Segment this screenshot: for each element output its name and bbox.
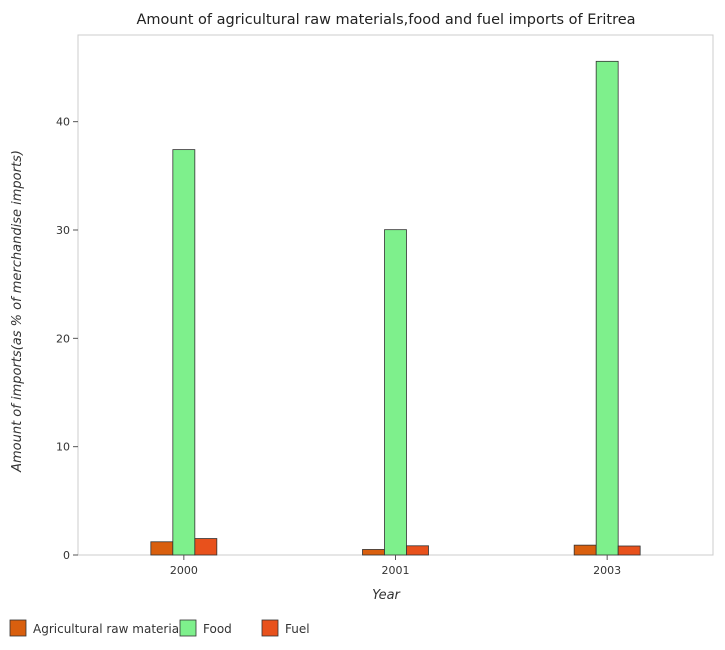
bar-fuel-2003 [617,545,641,556]
plot-area: 0 10 20 30 40 2000 2001 2003 [56,34,714,577]
bar-agricultural-raw-materials-2001 [362,549,385,556]
legend-label: Agricultural raw materials [33,622,189,636]
x-tick-label: 2001 [382,564,410,577]
y-tick-label: 20 [56,332,70,345]
legend-swatch [261,619,279,637]
bar-agricultural-raw-materials-2000 [150,541,174,556]
y-tick-label: 30 [56,224,70,237]
y-tick-label: 0 [63,549,70,562]
x-axis-label: Year [372,588,401,603]
y-tick-label: 40 [56,116,70,129]
bar-fuel-2000 [194,538,218,556]
bar-agricultural-raw-materials-2003 [573,544,597,556]
legend-swatch [9,619,27,637]
legend-swatch [179,619,197,637]
bar-food-2001 [384,229,407,556]
bar-food-2000 [172,149,196,556]
bar-fuel-2001 [406,545,429,556]
x-tick-label: 2003 [593,564,621,577]
legend-label: Food [203,622,232,636]
chart-title: Amount of agricultural raw materials,foo… [136,12,635,28]
legend-label: Fuel [285,622,310,636]
y-axis-label: Amount of imports(as % of merchandise im… [10,150,25,473]
y-tick-label: 10 [56,441,70,454]
legend: Agricultural raw materials Food Fuel [9,619,310,637]
bar-food-2003 [595,60,619,556]
x-tick-label: 2000 [170,564,198,577]
